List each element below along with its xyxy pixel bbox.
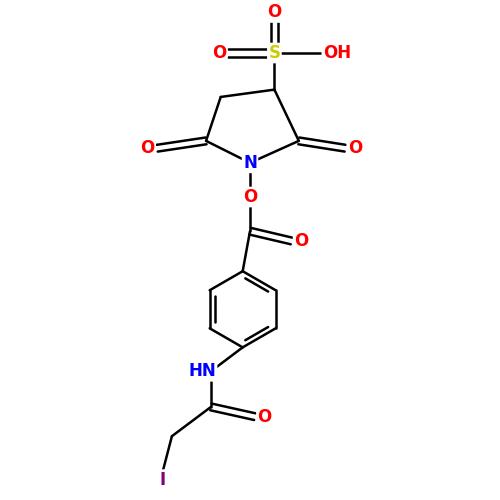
Text: O: O: [212, 44, 226, 62]
Text: HN: HN: [188, 362, 216, 380]
Text: O: O: [294, 232, 308, 250]
Text: O: O: [258, 408, 272, 426]
Text: O: O: [140, 139, 154, 157]
Text: O: O: [268, 4, 281, 22]
Text: O: O: [348, 139, 362, 157]
Text: N: N: [243, 154, 257, 172]
Text: OH: OH: [323, 44, 351, 62]
Text: O: O: [243, 188, 257, 206]
Text: S: S: [268, 44, 280, 62]
Text: I: I: [159, 470, 165, 488]
